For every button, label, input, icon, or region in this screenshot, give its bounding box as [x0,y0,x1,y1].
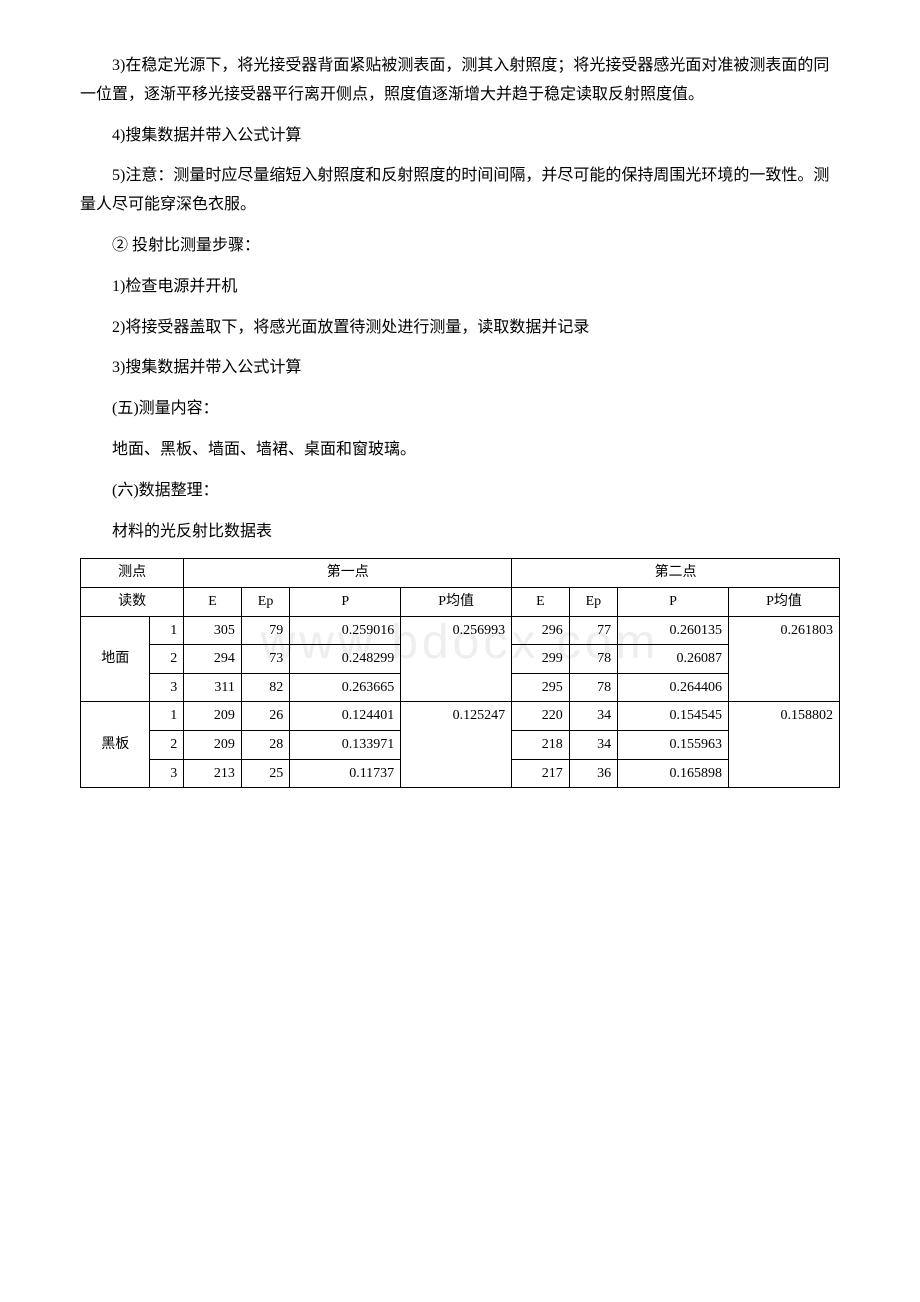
header-ep-2: Ep [569,587,617,616]
cell-ep: 28 [241,730,289,759]
header-point: 测点 [81,559,184,588]
cell-e: 296 [512,616,570,645]
cell-ep: 34 [569,702,617,731]
cell-p: 0.154545 [618,702,729,731]
header-p-2: P [618,587,729,616]
cell-idx: 1 [150,616,184,645]
cell-e: 294 [184,645,242,674]
cell-p: 0.133971 [290,730,401,759]
header-p-1: P [290,587,401,616]
cell-e: 218 [512,730,570,759]
cell-idx: 3 [150,673,184,702]
header-ep-1: Ep [241,587,289,616]
paragraph-3: 3)在稳定光源下，将光接受器背面紧贴被测表面，测其入射照度；将光接受器感光面对准… [80,52,840,110]
header-e-2: E [512,587,570,616]
cell-ep: 25 [241,759,289,788]
paragraph-5: 5)注意：测量时应尽量缩短入射照度和反射照度的时间间隔，并尽可能的保持周围光环境… [80,162,840,220]
header-e-1: E [184,587,242,616]
paragraph-section5: (五)测量内容： [80,395,840,424]
table-header-row-1: 测点 第一点 第二点 [81,559,840,588]
cell-ep: 82 [241,673,289,702]
cell-p: 0.248299 [290,645,401,674]
cell-ep: 77 [569,616,617,645]
table-row: 黑板 1 209 26 0.124401 0.125247 220 34 0.1… [81,702,840,731]
cell-e: 295 [512,673,570,702]
cell-ep: 78 [569,645,617,674]
table-header-row-2: 读数 E Ep P P均值 E Ep P P均值 [81,587,840,616]
cell-p: 0.259016 [290,616,401,645]
cell-ep: 73 [241,645,289,674]
cell-ep: 78 [569,673,617,702]
cell-e: 220 [512,702,570,731]
paragraph-4: 4)搜集数据并带入公式计算 [80,122,840,151]
cell-p: 0.260135 [618,616,729,645]
group-label-blackboard: 黑板 [81,702,150,788]
paragraph-step2-2: 2)将接受器盖取下，将感光面放置待测处进行测量，读取数据并记录 [80,314,840,343]
group-label-ground: 地面 [81,616,150,702]
cell-pavg: 0.261803 [729,616,840,702]
cell-p: 0.11737 [290,759,401,788]
cell-ep: 79 [241,616,289,645]
cell-p: 0.26087 [618,645,729,674]
paragraph-step2-3: 3)搜集数据并带入公式计算 [80,354,840,383]
cell-ep: 34 [569,730,617,759]
cell-p: 0.165898 [618,759,729,788]
header-read: 读数 [81,587,184,616]
paragraph-step2-title: ② 投射比测量步骤： [80,232,840,261]
reflection-data-table: 测点 第一点 第二点 读数 E Ep P P均值 E Ep P P均值 地面 1… [80,558,840,788]
paragraph-section6: (六)数据整理： [80,477,840,506]
cell-p: 0.263665 [290,673,401,702]
header-first-point: 第一点 [184,559,512,588]
header-pavg-2: P均值 [729,587,840,616]
cell-pavg: 0.158802 [729,702,840,788]
cell-e: 305 [184,616,242,645]
header-pavg-1: P均值 [401,587,512,616]
cell-idx: 1 [150,702,184,731]
cell-e: 217 [512,759,570,788]
paragraph-table-title: 材料的光反射比数据表 [80,518,840,547]
cell-ep: 36 [569,759,617,788]
header-second-point: 第二点 [512,559,840,588]
cell-p: 0.155963 [618,730,729,759]
table-row: 地面 1 305 79 0.259016 0.256993 296 77 0.2… [81,616,840,645]
cell-p: 0.124401 [290,702,401,731]
cell-pavg: 0.256993 [401,616,512,702]
cell-idx: 3 [150,759,184,788]
paragraph-step2-1: 1)检查电源并开机 [80,273,840,302]
cell-p: 0.264406 [618,673,729,702]
cell-e: 213 [184,759,242,788]
cell-e: 311 [184,673,242,702]
cell-e: 209 [184,730,242,759]
cell-idx: 2 [150,730,184,759]
cell-ep: 26 [241,702,289,731]
cell-idx: 2 [150,645,184,674]
cell-e: 209 [184,702,242,731]
cell-pavg: 0.125247 [401,702,512,788]
cell-e: 299 [512,645,570,674]
paragraph-content: 地面、黑板、墙面、墙裙、桌面和窗玻璃。 [80,436,840,465]
